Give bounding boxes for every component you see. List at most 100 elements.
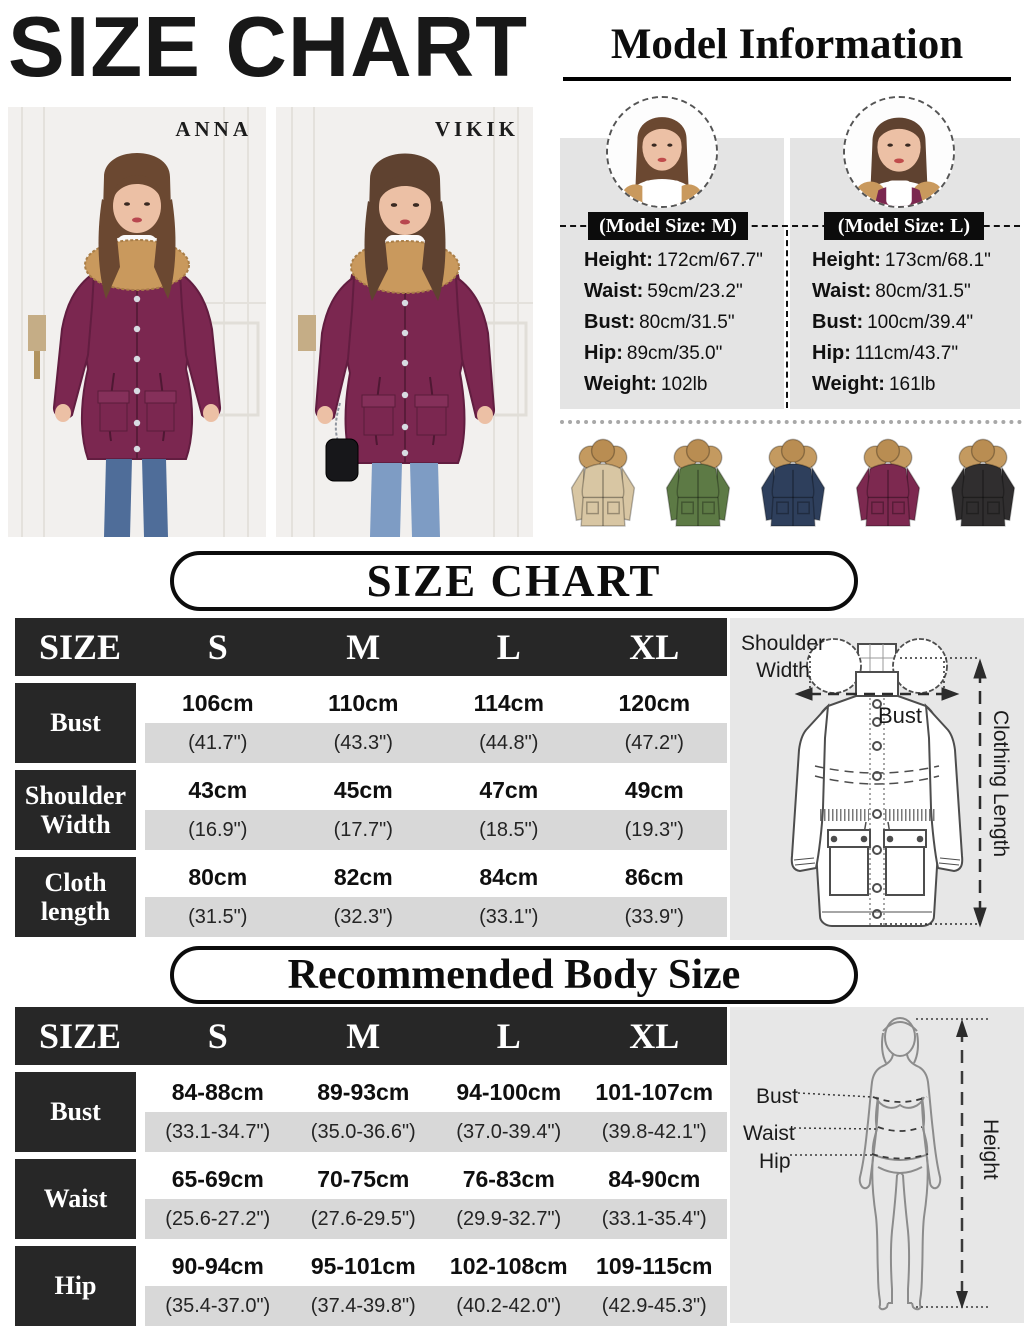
table-cell-inch: (31.5") bbox=[145, 897, 291, 937]
avatar-face-icon bbox=[608, 98, 716, 206]
table-header-cell: M bbox=[346, 1016, 381, 1056]
coat-measurement-diagram: Shoulder Width Bust Clothing Length bbox=[730, 618, 1024, 940]
table-cell-inch: (19.3") bbox=[581, 810, 727, 850]
table-cell-inch: (17.7") bbox=[290, 810, 436, 850]
table-cell-cm: 90-94cm bbox=[145, 1246, 291, 1286]
table-cell-cm: 94-100cm bbox=[436, 1072, 582, 1112]
table-row-label: Cloth length bbox=[15, 857, 145, 937]
table-cell-inch: (47.2") bbox=[581, 723, 727, 763]
table-row-label: Bust bbox=[15, 683, 145, 763]
table-cell-inch: (27.6-29.5") bbox=[290, 1199, 436, 1239]
table-row: Waist 65-69cm 70-75cm 76-83cm 84-90cm (25.6-2… bbox=[15, 1159, 727, 1239]
model-stat-line: Height: 173cm/68.1" bbox=[812, 249, 1022, 272]
model-stat-value: 100cm/39.4" bbox=[867, 312, 974, 333]
model-stat-label: Height: bbox=[812, 249, 881, 271]
model-m-avatar bbox=[606, 96, 718, 208]
color-swatch-khaki bbox=[564, 436, 642, 536]
table-cell-inch: (33.1-34.7") bbox=[145, 1112, 291, 1152]
table-row: Bust 84-88cm 89-93cm 94-100cm 101-107cm (33.1… bbox=[15, 1072, 727, 1152]
avatar-face-icon bbox=[845, 98, 953, 206]
body-size-table: SIZE S M L XL Bust 84-88cm 89-93cm 94-100cm 101-1… bbox=[15, 1007, 727, 1326]
table-cell-cm: 120cm bbox=[581, 683, 727, 723]
table-cell-inch: (37.4-39.8") bbox=[290, 1286, 436, 1326]
table-cell-inch: (43.3") bbox=[290, 723, 436, 763]
height-label: Height bbox=[979, 1119, 1002, 1180]
model-photo-anna: ANNA bbox=[8, 107, 266, 537]
body-measurement-diagram: Bust Waist Hip Height bbox=[730, 1007, 1024, 1323]
model-stat-line: Bust: 80cm/31.5" bbox=[584, 311, 794, 334]
table-cell-cm: 45cm bbox=[290, 770, 436, 810]
table-cell-cm: 101-107cm bbox=[581, 1072, 727, 1112]
table-header-cell: S bbox=[207, 1016, 228, 1056]
table-row-label-text: Cloth length bbox=[40, 867, 111, 926]
model-stat-value: 80cm/31.5" bbox=[639, 312, 735, 333]
table-cell-cm: 47cm bbox=[436, 770, 582, 810]
waist-label: Waist bbox=[743, 1122, 795, 1145]
table-cell-cm: 80cm bbox=[145, 857, 291, 897]
hip-label: Hip bbox=[759, 1150, 791, 1173]
table-cell-inch: (35.0-36.6") bbox=[290, 1112, 436, 1152]
model-stat-label: Weight: bbox=[812, 373, 885, 395]
table-cell-cm: 89-93cm bbox=[290, 1072, 436, 1112]
size-chart-heading-pill: SIZE CHART bbox=[170, 551, 858, 611]
table-cell-cm: 109-115cm bbox=[581, 1246, 727, 1286]
model-m-stats: Height: 172cm/67.7" Waist: 59cm/23.2" Bust: 8… bbox=[584, 249, 794, 396]
model-stat-value: 89cm/35.0" bbox=[626, 343, 723, 364]
table-row-label: Waist bbox=[15, 1159, 145, 1239]
table-cell-cm: 95-101cm bbox=[290, 1246, 436, 1286]
table-header-cell: S bbox=[207, 627, 228, 667]
dashed-divider bbox=[560, 225, 1020, 227]
model-l-stats: Height: 173cm/68.1" Waist: 80cm/31.5" Bust: 1… bbox=[812, 249, 1022, 396]
model-stat-label: Bust: bbox=[584, 311, 636, 333]
table-cell-inch: (41.7") bbox=[145, 723, 291, 763]
table-cell-cm: 49cm bbox=[581, 770, 727, 810]
model-photo-vikik: VIKIK bbox=[276, 107, 533, 537]
bust-label: Bust bbox=[756, 1085, 799, 1108]
clothing-length-label: Clothing Length bbox=[989, 710, 1012, 858]
model-stat-line: Height: 172cm/67.7" bbox=[584, 249, 794, 272]
model-stat-label: Height: bbox=[584, 249, 653, 271]
table-cell-cm: 102-108cm bbox=[436, 1246, 582, 1286]
table-cell-inch: (35.4-37.0") bbox=[145, 1286, 291, 1326]
table-cell-inch: (29.9-32.7") bbox=[436, 1199, 582, 1239]
garment-size-table: SIZE S M L XL Bust 106cm 110cm 114cm 120cm (41.7")… bbox=[15, 618, 727, 937]
table-cell-cm: 84cm bbox=[436, 857, 582, 897]
table-cell-inch: (37.0-39.4") bbox=[436, 1112, 582, 1152]
model-size-badge-m: (Model Size: M) bbox=[588, 212, 748, 240]
model-stat-label: Bust: bbox=[812, 311, 864, 333]
size-chart-heading: SIZE CHART bbox=[366, 556, 662, 606]
table-cell-cm: 84-88cm bbox=[145, 1072, 291, 1112]
table-cell-inch: (18.5") bbox=[436, 810, 582, 850]
model-stat-label: Waist: bbox=[812, 280, 872, 302]
model-stat-line: Weight: 102lb bbox=[584, 374, 794, 396]
table-row-label-text: Bust bbox=[50, 708, 101, 738]
body-line-drawing bbox=[730, 1007, 1024, 1323]
panel-divider bbox=[786, 230, 788, 408]
table-header-cell: XL bbox=[629, 627, 680, 667]
table-cell-inch: (33.1-35.4") bbox=[581, 1199, 727, 1239]
color-swatch-burgundy bbox=[849, 436, 927, 536]
table-row-label-text: Shoulder Width bbox=[24, 780, 127, 839]
table-header-row: SIZE S M L XL bbox=[15, 1007, 727, 1065]
table-cell-cm: 114cm bbox=[436, 683, 582, 723]
table-row-label: Shoulder Width bbox=[15, 770, 145, 850]
table-cell-inch: (40.2-42.0") bbox=[436, 1286, 582, 1326]
table-row-label-text: Bust bbox=[50, 1097, 101, 1127]
table-cell-cm: 110cm bbox=[290, 683, 436, 723]
model-vikik-illustration bbox=[276, 107, 533, 537]
table-row-label-text: Hip bbox=[54, 1271, 97, 1301]
table-cell-cm: 76-83cm bbox=[436, 1159, 582, 1199]
body-size-heading-pill: Recommended Body Size bbox=[170, 946, 858, 1004]
table-header-cell: L bbox=[496, 627, 521, 667]
table-cell-cm: 82cm bbox=[290, 857, 436, 897]
model-stat-line: Waist: 80cm/31.5" bbox=[812, 280, 1022, 303]
table-cell-inch: (32.3") bbox=[290, 897, 436, 937]
table-row: Shoulder Width 43cm 45cm 47cm 49cm (16.9") (17… bbox=[15, 770, 727, 850]
model-information-heading: Model Information bbox=[563, 20, 1011, 81]
table-row: Bust 106cm 110cm 114cm 120cm (41.7") (43.3") (4… bbox=[15, 683, 727, 763]
table-cell-inch: (39.8-42.1") bbox=[581, 1112, 727, 1152]
color-swatch-row bbox=[564, 434, 1022, 536]
bust-label: Bust bbox=[878, 703, 923, 728]
model-stat-line: Weight: 161lb bbox=[812, 373, 1022, 396]
model-stat-value: 80cm/31.5" bbox=[875, 281, 971, 302]
